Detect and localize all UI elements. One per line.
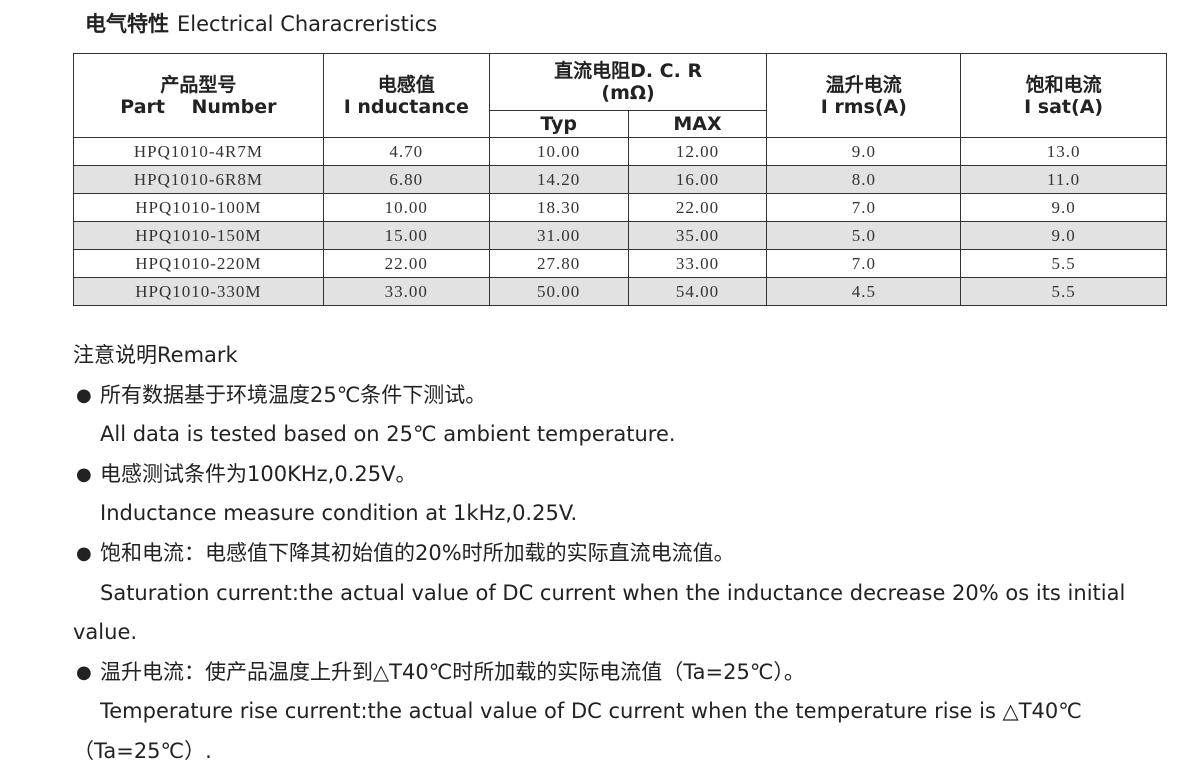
table-cell: 33.00 <box>627 249 768 278</box>
spec-table: 产品型号 Part Number 电感值 I nductance 直流电阻D. C.… <box>73 53 1167 306</box>
bullet: ● <box>76 542 92 564</box>
table-row: HPQ1010-150M 15.00 31.00 35.00 5.0 9.0 <box>73 221 1167 250</box>
table-cell: 9.0 <box>766 137 962 166</box>
header-text: I rms(A) <box>820 95 907 118</box>
bullet: ● <box>76 661 92 683</box>
table-row: HPQ1010-100M 10.00 18.30 22.00 7.0 9.0 <box>73 193 1167 222</box>
table-cell: 50.00 <box>488 277 629 306</box>
table-cell: 4.5 <box>766 277 962 306</box>
header-text: 产品型号 <box>160 73 237 96</box>
table-row: HPQ1010-4R7M 4.70 10.00 12.00 9.0 13.0 <box>73 137 1167 166</box>
title: 电气特性 Electrical Characreristics <box>85 8 437 38</box>
table-cell: HPQ1010-6R8M <box>73 165 324 194</box>
table-cell: 5.0 <box>766 221 962 250</box>
table-cell: 9.0 <box>960 221 1167 250</box>
table-cell: 10.00 <box>322 193 490 222</box>
table-cell: 5.5 <box>960 277 1167 306</box>
header-text: 温升电流 <box>825 73 902 96</box>
table-row: HPQ1010-330M 33.00 50.00 54.00 4.5 5.5 <box>73 277 1167 306</box>
table-cell: 33.00 <box>322 277 490 306</box>
table-cell: 16.00 <box>627 165 768 194</box>
remark-zh: 电感测试条件为100KHz,0.25V。 <box>100 461 417 486</box>
remark-zh: 温升电流：使产品温度上升到△T40℃时所加载的实际电流值（Ta=25℃）。 <box>100 659 805 684</box>
table-cell: 10.00 <box>488 137 629 166</box>
remark-zh: 饱和电流：电感值下降其初始值的20%时所加载的实际直流电流值。 <box>100 540 735 565</box>
header-cell: MAX <box>627 110 768 138</box>
header-text: 直流电阻D. C. R <box>554 60 703 82</box>
remark-item: ● 电感测试条件为100KHz,0.25V。 Inductance measure … <box>73 455 1163 534</box>
header-text: I nductance <box>343 95 469 118</box>
table-cell: 7.0 <box>766 193 962 222</box>
header-text: Part Number <box>120 95 277 118</box>
remark-en: Temperature rise current:the actual valu… <box>73 699 1082 763</box>
table-cell: 15.00 <box>322 221 490 250</box>
remark-en: Inductance measure condition at 1kHz,0.2… <box>100 501 578 526</box>
remark-en: All data is tested based on 25℃ ambient … <box>100 422 676 447</box>
remark-en: Saturation current:the actual value of D… <box>73 580 1126 645</box>
header-cell: 温升电流 I rms(A) <box>766 53 962 138</box>
title-zh: 电气特性 <box>85 12 169 36</box>
table-cell: 8.0 <box>766 165 962 194</box>
table-body: HPQ1010-4R7M 4.70 10.00 12.00 9.0 13.0 HPQ1010… <box>73 137 1167 306</box>
table-cell: HPQ1010-100M <box>73 193 324 222</box>
table-cell: 18.30 <box>488 193 629 222</box>
table-cell: 22.00 <box>322 249 490 278</box>
table-cell: 4.70 <box>322 137 490 166</box>
remark-item: ● 所有数据基于环境温度25℃条件下测试。 All data is tested b… <box>73 376 1163 455</box>
table-row: HPQ1010-6R8M 6.80 14.20 16.00 8.0 11.0 <box>73 165 1167 194</box>
header-cell: 产品型号 Part Number <box>73 53 324 138</box>
table-cell: 22.00 <box>627 193 768 222</box>
remark-item: ● 温升电流：使产品温度上升到△T40℃时所加载的实际电流值（Ta=25℃）。 Te… <box>73 653 1163 772</box>
table-cell: 35.00 <box>627 221 768 250</box>
table-cell: 27.80 <box>488 249 629 278</box>
table-cell: 54.00 <box>627 277 768 306</box>
remark-item: ● 饱和电流：电感值下降其初始值的20%时所加载的实际直流电流值。 Saturati… <box>73 534 1163 653</box>
table-cell: 9.0 <box>960 193 1167 222</box>
table-cell: HPQ1010-4R7M <box>73 137 324 166</box>
table-cell: HPQ1010-150M <box>73 221 324 250</box>
table-cell: 5.5 <box>960 249 1167 278</box>
bullet: ● <box>76 384 92 406</box>
header-cell: 饱和电流 I sat(A) <box>960 53 1167 138</box>
title-en: Electrical Characreristics <box>177 12 438 36</box>
header-text: 电感值 <box>377 73 435 96</box>
remarks: 注意说明Remark ● 所有数据基于环境温度25℃条件下测试。 All data … <box>73 336 1163 772</box>
table-cell: 7.0 <box>766 249 962 278</box>
table-cell: 12.00 <box>627 137 768 166</box>
remark-zh: 所有数据基于环境温度25℃条件下测试。 <box>100 382 487 407</box>
remarks-title: 注意说明Remark <box>73 343 238 367</box>
header-cell: 直流电阻D. C. R (mΩ) <box>488 53 768 111</box>
header-text: (mΩ) <box>601 82 655 104</box>
table-cell: 6.80 <box>322 165 490 194</box>
table-cell: 11.0 <box>960 165 1167 194</box>
table-cell: HPQ1010-220M <box>73 249 324 278</box>
table-cell: 14.20 <box>488 165 629 194</box>
table-cell: HPQ1010-330M <box>73 277 324 306</box>
header-cell: Typ <box>488 110 629 138</box>
table-cell: 13.0 <box>960 137 1167 166</box>
bullet: ● <box>76 463 92 485</box>
header-text: I sat(A) <box>1024 95 1104 118</box>
header-cell: 电感值 I nductance <box>322 53 490 138</box>
table-cell: 31.00 <box>488 221 629 250</box>
header-text: 饱和电流 <box>1025 73 1102 96</box>
table-row: HPQ1010-220M 22.00 27.80 33.00 7.0 5.5 <box>73 249 1167 278</box>
